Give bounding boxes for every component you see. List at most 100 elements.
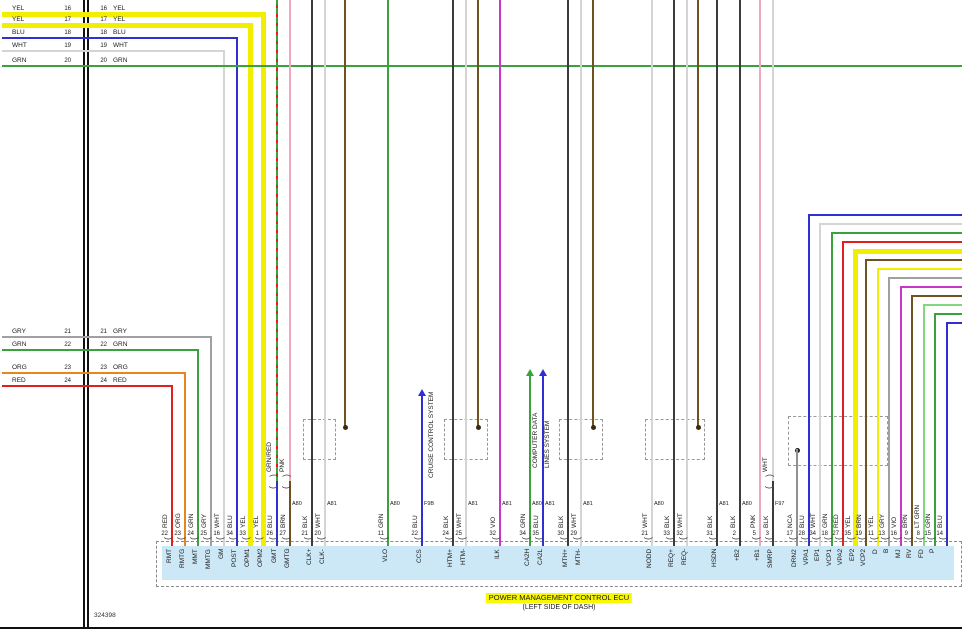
wire-ccs bbox=[421, 394, 423, 546]
pin-vlo-terminal-symbol: ) bbox=[380, 537, 390, 540]
circuit-22-drop bbox=[197, 349, 199, 546]
pin-gmt-name: GMT bbox=[271, 549, 278, 564]
circuit-16-drop bbox=[260, 11, 266, 546]
pin-gm-name: GM bbox=[218, 549, 225, 560]
pin-opm2-wire-color: YEL bbox=[253, 515, 260, 528]
pin-ccs-connector-code: F9B bbox=[424, 501, 435, 507]
circuit-22-wire bbox=[2, 349, 199, 351]
pin-gmtg-number: 27 bbox=[279, 531, 286, 537]
pin-htm-terminal-symbol: ) bbox=[458, 537, 468, 540]
pin-nodd-connector-code: A80 bbox=[654, 501, 664, 507]
wire-b1 bbox=[759, 0, 761, 546]
wire-mj-horizontal bbox=[900, 286, 962, 288]
circuit-23-wire bbox=[2, 372, 186, 374]
circuit-17-color-label-main: YEL bbox=[113, 16, 126, 23]
circuit-20-pin-number-left: 20 bbox=[64, 58, 71, 64]
pin-vlo-name: VLO bbox=[382, 549, 389, 563]
pin-rmtg-name: RMTG bbox=[179, 549, 186, 569]
pin-ca2l-wire-color: BLU bbox=[533, 515, 540, 528]
pin-fd-terminal-symbol: ) bbox=[916, 537, 926, 540]
pin-ca2h-connector-code: A80 bbox=[532, 501, 542, 507]
ca2h-system-arrow-icon bbox=[526, 369, 534, 376]
circuit-17-drop bbox=[247, 22, 253, 546]
pin-vpa1-number: 28 bbox=[798, 531, 805, 537]
pin-pin14-terminal-symbol: ) bbox=[939, 537, 949, 540]
wire-gmtg-lower bbox=[289, 481, 291, 546]
wire-vcp1 bbox=[831, 232, 833, 546]
pin-ca2l-number: 35 bbox=[532, 531, 539, 537]
wire-mth bbox=[567, 0, 569, 546]
pin-htm-number: 24 bbox=[442, 531, 449, 537]
pin-vpa2-name: VPA2 bbox=[837, 549, 844, 566]
pin-ca2h-wire-color: GRN bbox=[520, 513, 527, 528]
pin-gm-wire-color: WHT bbox=[214, 513, 221, 528]
circuit-19-drop bbox=[223, 50, 225, 546]
pin-gmt-terminal-symbol: ) bbox=[269, 537, 279, 540]
pin-mth-terminal-symbol: ) bbox=[573, 537, 583, 540]
pin-opm1-wire-color: YEL bbox=[240, 515, 247, 528]
pin-drn2-terminal-symbol: ) bbox=[789, 537, 799, 540]
pin-smrp-name: SMRP bbox=[767, 549, 774, 568]
pin-ca2h-number: 34 bbox=[519, 531, 526, 537]
pin-pin14-wire-color: BLU bbox=[937, 515, 944, 528]
pin-vcp2-name: VCP2 bbox=[860, 549, 867, 566]
wire-drn2 bbox=[796, 449, 798, 546]
pin-ep1-name: EP1 bbox=[814, 549, 821, 562]
pin-ep1-wire-color: WHT bbox=[810, 513, 817, 528]
wire-smrp-upper bbox=[772, 0, 774, 482]
pin-rv-terminal-symbol: ) bbox=[904, 537, 914, 540]
pin-mth-connector-code: A81 bbox=[583, 501, 593, 507]
annotation-1: CRUISE CONTROL SYSTEM bbox=[428, 391, 435, 478]
pin-d-wire-color: YEL bbox=[868, 515, 875, 528]
pin-p-terminal-symbol: ) bbox=[927, 537, 937, 540]
pin-opm1-number: 33 bbox=[239, 531, 246, 537]
pin-nodd-number: 21 bbox=[641, 531, 648, 537]
inline-connector-box-1 bbox=[303, 419, 336, 460]
pin-ep2-terminal-symbol: ) bbox=[847, 537, 857, 540]
pin-rv-wire-color: BRN bbox=[902, 514, 909, 528]
wire-rv bbox=[911, 295, 913, 546]
annotation-4: GRN/RED bbox=[266, 442, 273, 472]
pin-rmtg-number: 23 bbox=[174, 531, 181, 537]
pin-ep1-terminal-symbol: ) bbox=[812, 537, 822, 540]
shield-stub-wire-1 bbox=[344, 0, 346, 427]
pin-b2-number: 2 bbox=[732, 531, 736, 537]
pin-vpa1-name: VPA1 bbox=[803, 549, 810, 566]
pin-vpa1-wire-color: BLU bbox=[799, 515, 806, 528]
wire-req bbox=[686, 0, 688, 546]
pin-clk-number: 21 bbox=[301, 531, 308, 537]
circuit-16-wire bbox=[2, 11, 266, 17]
pin-vcp2-wire-color: BRN bbox=[856, 514, 863, 528]
wire-htm bbox=[452, 0, 454, 546]
annotation-6: WHT bbox=[762, 457, 769, 472]
wire-ep1 bbox=[819, 223, 821, 546]
wire-rv-horizontal bbox=[911, 295, 962, 297]
ccs-system-arrow-icon bbox=[418, 389, 426, 396]
pin-vcp2-terminal-symbol: ) bbox=[858, 537, 868, 540]
circuit-24-color-label-left: RED bbox=[12, 377, 26, 384]
wire-clk bbox=[324, 0, 326, 546]
pin-nodd-wire-color: WHT bbox=[642, 513, 649, 528]
pin-mj-terminal-symbol: ) bbox=[893, 537, 903, 540]
circuit-23-drop bbox=[184, 372, 186, 546]
pin-b-name: B bbox=[883, 549, 890, 554]
pin-clk-connector-code: A81 bbox=[327, 501, 337, 507]
circuit-18-pin-number-left: 18 bbox=[64, 30, 71, 36]
pin-b-wire-color: GRY bbox=[879, 514, 886, 528]
pin-gmtg-wire-color: BRN bbox=[280, 514, 287, 528]
circuit-21-color-label-main: GRY bbox=[113, 328, 127, 335]
shield-stub-wire-3 bbox=[592, 0, 594, 427]
pin-drn2-wire-color: NCA bbox=[787, 514, 794, 528]
pin-pin14-name bbox=[942, 549, 950, 601]
pin-clk-number: 20 bbox=[314, 531, 321, 537]
pin-rv-number: 9 bbox=[904, 531, 908, 537]
circuit-19-wire bbox=[2, 50, 225, 52]
wire-vcp1-horizontal bbox=[831, 232, 962, 234]
pin-rmt-number: 22 bbox=[161, 531, 168, 537]
shield-stub-dot-3 bbox=[590, 424, 596, 430]
pin-ilk-number: 32 bbox=[489, 531, 496, 537]
annotation-5: PNK bbox=[279, 458, 286, 472]
pin-htm-number: 25 bbox=[455, 531, 462, 537]
ecu-connector-band bbox=[162, 546, 954, 580]
wire-pin14-horizontal bbox=[946, 322, 962, 324]
